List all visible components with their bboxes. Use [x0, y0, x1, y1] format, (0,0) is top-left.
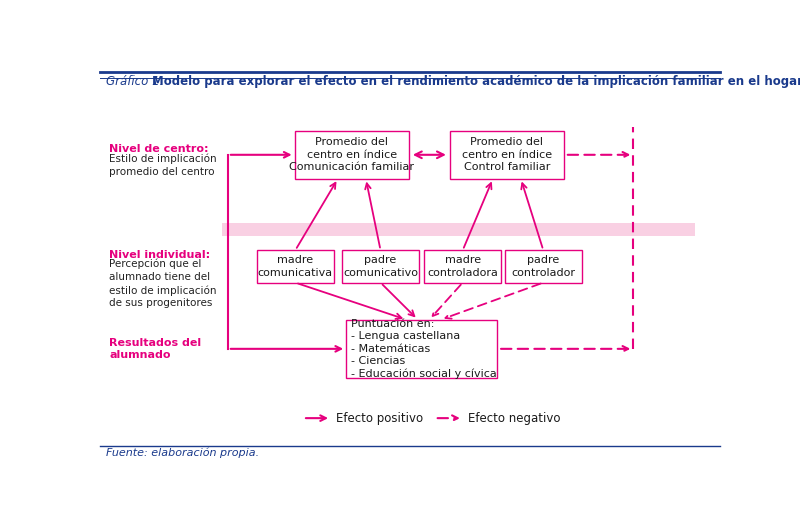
Text: Resultados del
alumnado: Resultados del alumnado: [110, 338, 202, 360]
Text: Gráfico 1.: Gráfico 1.: [106, 75, 171, 88]
Bar: [222, 223, 695, 236]
FancyBboxPatch shape: [342, 250, 419, 282]
Text: padre
controlador: padre controlador: [511, 255, 575, 278]
FancyBboxPatch shape: [346, 320, 497, 378]
Text: Promedio del
centro en índice
Control familiar: Promedio del centro en índice Control fa…: [462, 137, 552, 172]
Text: Fuente: elaboración propia.: Fuente: elaboración propia.: [106, 447, 259, 458]
Text: madre
comunicativa: madre comunicativa: [258, 255, 333, 278]
FancyBboxPatch shape: [505, 250, 582, 282]
Text: Percepción que el
alumnado tiene del
estilo de implicación
de sus progenitores: Percepción que el alumnado tiene del est…: [110, 259, 217, 308]
FancyBboxPatch shape: [450, 131, 564, 179]
FancyBboxPatch shape: [294, 131, 410, 179]
Text: Estilo de implicación
promedio del centro: Estilo de implicación promedio del centr…: [110, 153, 217, 177]
Text: Promedio del
centro en índice
Comunicación familiar: Promedio del centro en índice Comunicaci…: [290, 137, 414, 172]
Text: padre
comunicativo: padre comunicativo: [343, 255, 418, 278]
Text: Modelo para explorar el efecto en el rendimiento académico de la implicación fam: Modelo para explorar el efecto en el ren…: [152, 75, 800, 88]
Text: Nivel de centro:: Nivel de centro:: [110, 144, 209, 154]
FancyBboxPatch shape: [424, 250, 502, 282]
Text: madre
controladora: madre controladora: [427, 255, 498, 278]
Text: Puntuación en:
- Lengua castellana
- Matemáticas
- Ciencias
- Educación social y: Puntuación en: - Lengua castellana - Mat…: [350, 319, 497, 379]
Text: Efecto positivo: Efecto positivo: [336, 412, 423, 425]
FancyBboxPatch shape: [257, 250, 334, 282]
Text: Efecto negativo: Efecto negativo: [468, 412, 561, 425]
Text: Nivel individual:: Nivel individual:: [110, 250, 210, 259]
